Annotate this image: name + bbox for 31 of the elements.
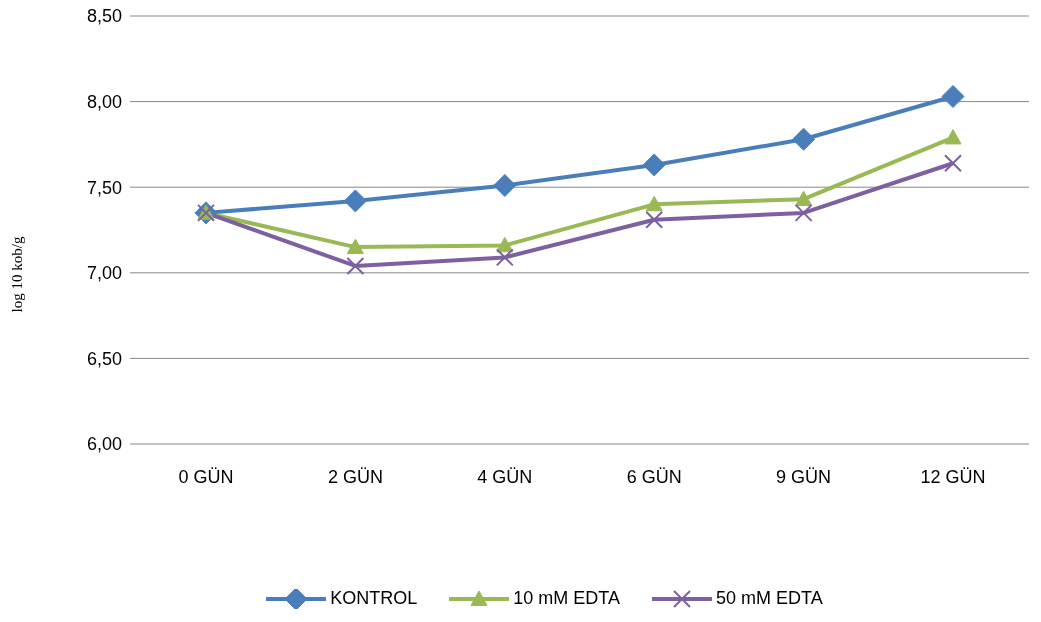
x-tick-label: 0 GÜN	[178, 466, 234, 487]
point	[343, 189, 367, 213]
point	[645, 210, 664, 229]
x-tick-label: 4 GÜN	[477, 466, 533, 487]
point	[346, 256, 365, 275]
point	[944, 154, 962, 173]
x-tick-label: 12 GÜN	[920, 466, 986, 487]
x-tick-label: 6 GÜN	[626, 466, 682, 487]
legend-label: 10 mM EDTA	[513, 588, 620, 609]
point	[642, 153, 666, 177]
point	[792, 127, 816, 151]
point	[944, 129, 962, 145]
point	[346, 238, 364, 255]
x-tick-label: 9 GÜN	[776, 466, 832, 487]
y-tick-label: 6,00	[86, 434, 122, 455]
y-tick-label: 7,50	[86, 177, 122, 198]
y-axis-title: log 10 kob/g	[9, 236, 27, 312]
y-tick-label: 6,50	[86, 348, 122, 369]
point	[794, 203, 813, 222]
point	[495, 248, 514, 267]
point	[496, 236, 514, 253]
y-tick-label: 8,00	[86, 91, 122, 112]
point	[941, 84, 965, 108]
legend-label: 50 mM EDTA	[716, 588, 823, 609]
y-tick-label: 8,50	[86, 6, 122, 27]
legend-label: KONTROL	[330, 588, 418, 609]
point	[795, 190, 813, 207]
point	[645, 195, 663, 212]
x-tick-label: 2 GÜN	[327, 466, 383, 487]
point	[493, 173, 517, 197]
y-tick-label: 7,00	[86, 263, 122, 284]
